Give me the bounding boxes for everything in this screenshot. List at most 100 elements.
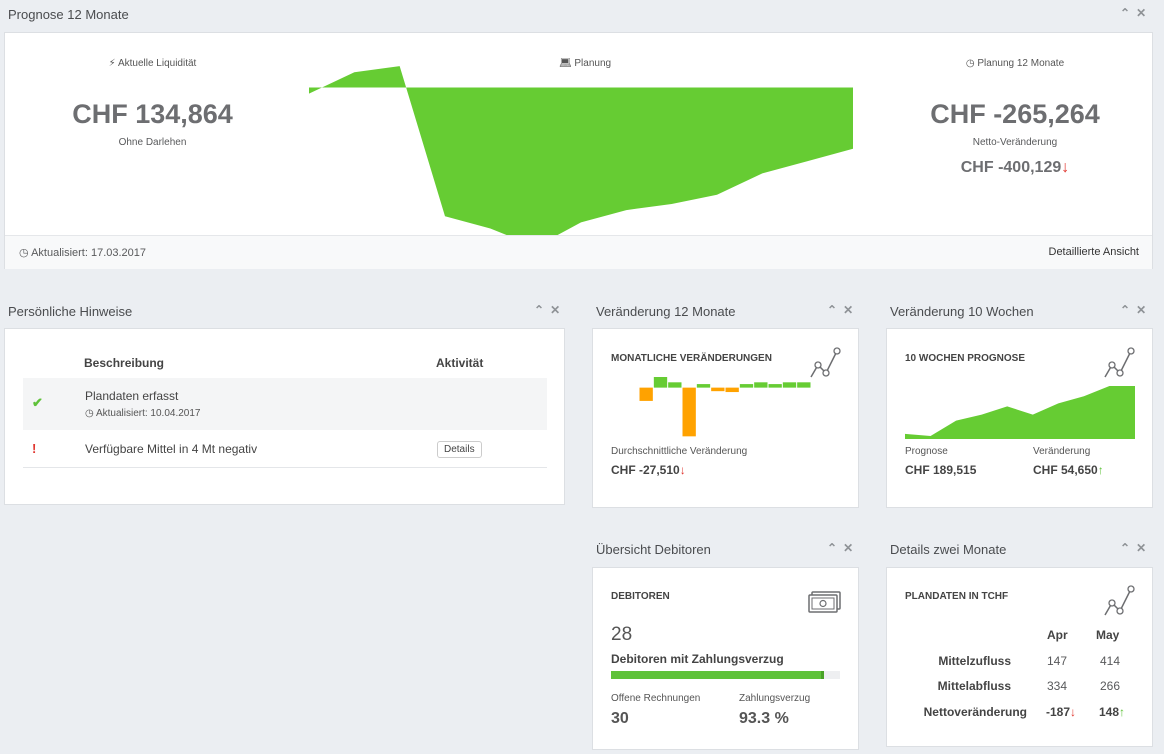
hinweise-card: Beschreibung Aktivität ✔ Plandaten erfas… <box>4 328 565 505</box>
row-label: Mittelabfluss <box>937 679 1011 693</box>
collapse-icon[interactable]: ⌃ <box>827 541 844 555</box>
debitoren-card: DEBITOREN 28 Debitoren mit Zahlungsverzu… <box>592 567 859 750</box>
details-card: PLANDATEN IN TCHF Apr May Mittelzufluss … <box>886 567 1153 747</box>
liquidity-label: Aktuelle Liquidität <box>117 58 197 69</box>
planning-label: Planung <box>574 58 612 69</box>
collapse-icon[interactable]: ⌃ <box>534 303 551 317</box>
debitoren-heading: DEBITOREN <box>611 591 670 602</box>
arrow-up-icon: ↑ <box>1119 705 1126 719</box>
collapse-icon[interactable]: ⌃ <box>1120 541 1137 555</box>
exclamation-icon: ! <box>32 441 37 456</box>
close-icon[interactable]: ✕ <box>843 303 860 317</box>
veraenderung12-heading: MONATLICHE VERÄNDERUNGEN <box>611 353 772 364</box>
planning12-label: Planung 12 Monate <box>977 58 1065 69</box>
close-icon[interactable]: ✕ <box>1136 303 1153 317</box>
cell-apr: 334 <box>1046 679 1068 693</box>
close-icon[interactable]: ✕ <box>550 303 567 317</box>
prognose-area-series <box>309 66 853 247</box>
widget-controls-veraenderung12: ⌃✕ <box>827 303 859 317</box>
arrow-down-icon: ↓ <box>1061 159 1070 176</box>
collapse-icon[interactable]: ⌃ <box>1120 303 1137 317</box>
widget-title-details: Details zwei Monate <box>890 542 1007 557</box>
row-sub: ◷ Aktualisiert: 10.04.2017 <box>85 408 200 419</box>
close-icon[interactable]: ✕ <box>843 541 860 555</box>
row-label: Mittelzufluss <box>938 654 1011 668</box>
bar <box>696 384 711 388</box>
change10-value: CHF 54,650 <box>1033 463 1098 477</box>
veraenderung10-card: 10 WOCHEN PROGNOSE Prognose CHF 189,515 … <box>886 328 1153 508</box>
col-may: May <box>1096 628 1120 642</box>
table-row: ✔ Plandaten erfasst ◷ Aktualisiert: 10.0… <box>23 378 547 430</box>
widget-controls-details: ⌃✕ <box>1120 541 1152 555</box>
arrow-up-icon: ↑ <box>1097 463 1104 477</box>
cell-may: 266 <box>1099 679 1121 693</box>
details-heading: PLANDATEN IN TCHF <box>905 591 1009 602</box>
overdue-label: Debitoren mit Zahlungsverzug <box>611 652 784 666</box>
laptop-icon: 💻︎ <box>558 58 572 69</box>
planning12-sub: Netto-Veränderung <box>972 137 1058 148</box>
liquidity-label-row: ⚡︎ Aktuelle Liquidität <box>5 58 300 69</box>
cell-apr: 147 <box>1046 654 1068 668</box>
details-button[interactable]: Details <box>437 441 482 458</box>
arrow-down-icon: ↓ <box>679 463 686 477</box>
prognose-area-chart <box>309 66 853 247</box>
planning12-label-row: ◷ Planung 12 Monate <box>880 58 1150 69</box>
widget-title-prognose: Prognose 12 Monate <box>8 7 129 22</box>
planning12-delta-row: CHF -400,129↓ <box>880 159 1150 177</box>
change10-label: Veränderung <box>1033 446 1091 457</box>
widget-title-veraenderung12: Veränderung 12 Monate <box>596 304 736 319</box>
planning12-value: CHF -265,264 <box>930 99 1100 129</box>
table-row: ! Verfügbare Mittel in 4 Mt negativ Deta… <box>23 430 547 468</box>
planning12-delta: CHF -400,129 <box>960 159 1062 176</box>
bar <box>754 382 768 388</box>
overdue-progress-track <box>611 671 840 679</box>
row-label: Nettoveränderung <box>923 705 1027 719</box>
trend-line-icon <box>810 347 841 378</box>
bar <box>797 382 811 388</box>
collapse-icon[interactable]: ⌃ <box>1120 6 1137 20</box>
clock-icon: ◷ <box>19 247 29 259</box>
overdue-progress-fill <box>611 671 824 679</box>
bolt-icon: ⚡︎ <box>108 58 116 69</box>
bar <box>653 377 668 388</box>
cell-may: 414 <box>1099 654 1121 668</box>
payment-delay-label: Zahlungsverzug <box>739 693 811 704</box>
cell-apr: -187 <box>1045 705 1071 719</box>
widget-controls-debitoren: ⌃✕ <box>827 541 859 555</box>
debitoren-count: 28 <box>611 624 633 645</box>
avg-label: Durchschnittliche Veränderung <box>611 446 748 457</box>
cell-may-row: 148↑ <box>1090 705 1134 719</box>
updated-text: Aktualisiert: 17.03.2017 <box>31 247 147 259</box>
weekly-area-series <box>905 386 1135 439</box>
cell-may: 148 <box>1098 705 1120 719</box>
liquidity-value: CHF 134,864 <box>72 99 233 129</box>
trend-line-icon <box>1104 585 1135 616</box>
bar <box>768 384 782 388</box>
widget-controls-hinweise: ⌃✕ <box>534 303 566 317</box>
bar <box>782 382 797 388</box>
avg-value: CHF -27,510 <box>611 463 680 477</box>
collapse-icon[interactable]: ⌃ <box>827 303 844 317</box>
close-icon[interactable]: ✕ <box>1136 6 1153 20</box>
bar <box>739 384 754 388</box>
row-text: Verfügbare Mittel in 4 Mt negativ <box>85 442 258 456</box>
row-text: Plandaten erfasst <box>85 389 179 403</box>
planning-label-row: 💻︎ Planung <box>435 58 735 69</box>
widget-title-hinweise: Persönliche Hinweise <box>8 304 133 319</box>
bar <box>682 387 696 437</box>
bar <box>639 387 653 401</box>
payment-delay-value: 93.3 % <box>739 710 789 727</box>
arrow-down-icon: ↓ <box>1070 705 1077 719</box>
clock-icon: ◷ <box>85 408 94 419</box>
close-icon[interactable]: ✕ <box>1136 541 1153 555</box>
detail-view-link[interactable]: Detaillierte Ansicht <box>1048 246 1140 258</box>
widget-title-debitoren: Übersicht Debitoren <box>596 542 711 557</box>
clock-icon: ◷ <box>965 58 975 69</box>
bar <box>725 387 739 393</box>
monthly-bar-chart <box>639 377 811 437</box>
cell-apr-row: -187↓ <box>1039 705 1083 719</box>
prognose10-value: CHF 189,515 <box>905 463 977 477</box>
prognose-footer <box>5 235 1152 269</box>
weekly-area-chart <box>905 386 1135 439</box>
check-icon: ✔ <box>32 395 43 410</box>
